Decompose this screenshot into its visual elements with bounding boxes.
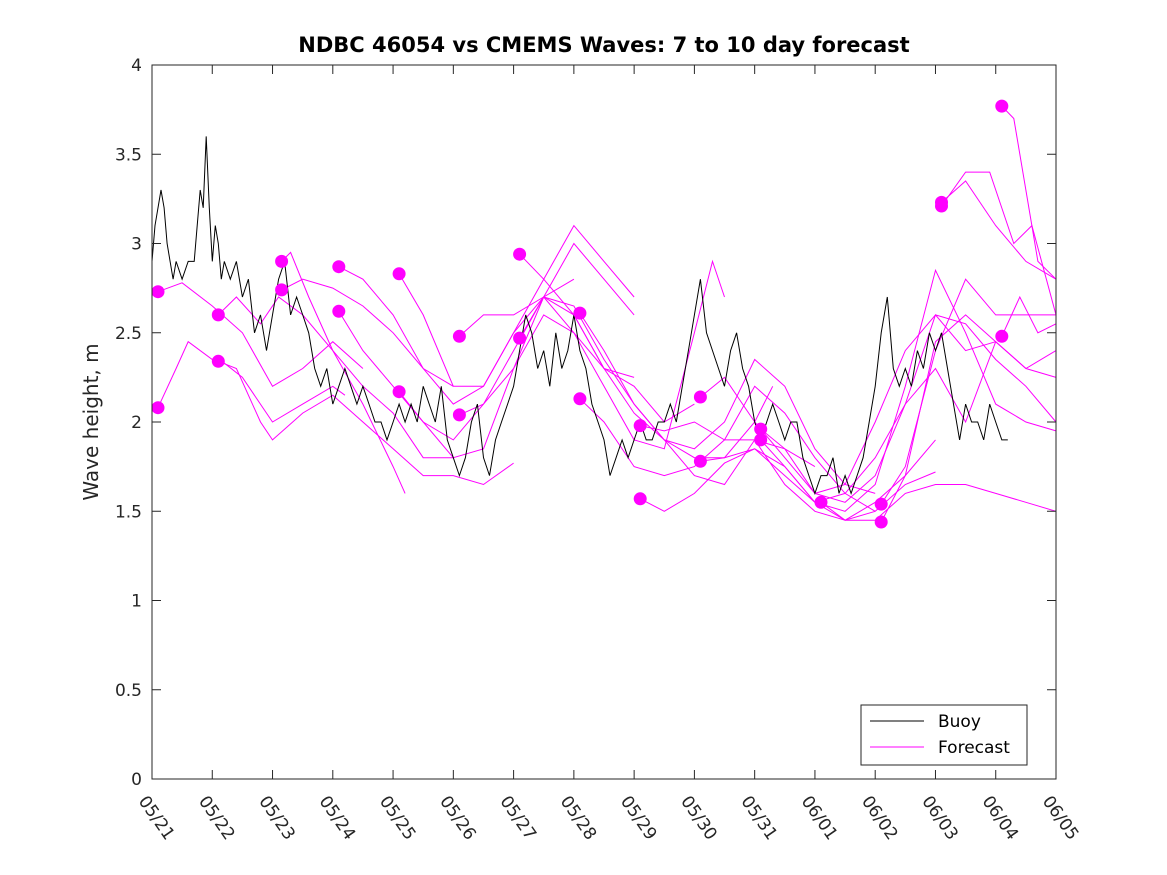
forecast-marker-17 (633, 419, 647, 433)
legend-box (860, 704, 1028, 766)
forecast-marker-28 (995, 99, 1009, 113)
forecast-marker-20 (693, 454, 707, 468)
y-tick-label: 0.5 (115, 681, 142, 701)
forecast-marker-4 (211, 354, 225, 368)
forecast-marker-1 (151, 285, 165, 299)
forecast-line-17 (640, 421, 936, 521)
forecast-marker-24 (874, 497, 888, 511)
forecast-marker-18 (633, 492, 647, 506)
y-tick-label: 3 (131, 235, 142, 255)
forecast-marker-9 (392, 267, 406, 281)
legend-label-forecast: Forecast (938, 738, 1010, 758)
forecast-marker-22 (754, 433, 768, 447)
forecast-line-23 (820, 484, 1057, 521)
y-tick-label: 2.5 (115, 324, 142, 344)
forecast-series-group (157, 105, 1057, 523)
forecast-line-27 (941, 171, 1057, 316)
legend: Buoy Forecast (860, 704, 1028, 766)
forecast-marker-21 (754, 422, 768, 436)
forecast-marker-11 (452, 329, 466, 343)
forecast-line-4 (218, 360, 514, 486)
y-axis-label: Wave height, m (79, 343, 103, 500)
forecast-marker-25 (874, 515, 888, 529)
forecast-line-22 (760, 268, 1057, 512)
forecast-line-3 (217, 296, 454, 459)
forecast-marker-10 (392, 385, 406, 399)
forecast-line-24 (880, 278, 1056, 505)
forecast-line-28 (1001, 105, 1057, 280)
forecast-marker-19 (693, 390, 707, 404)
forecast-marker-23 (814, 495, 828, 509)
forecast-marker-29 (995, 329, 1009, 343)
forecast-line-21 (760, 314, 1057, 503)
y-tick-label: 3.5 (115, 145, 142, 165)
y-tick-label: 1 (131, 592, 142, 612)
buoy-series-group (151, 136, 1008, 495)
y-tick-label: 1.5 (115, 502, 142, 522)
forecast-marker-27 (935, 199, 948, 213)
forecast-line-7 (338, 266, 575, 405)
y-tick-label: 4 (131, 56, 142, 76)
buoy-line (151, 136, 1008, 495)
y-tick-label: 2 (131, 413, 142, 433)
legend-label-buoy: Buoy (938, 712, 981, 732)
forecast-line-9 (398, 224, 635, 387)
forecast-line-26 (941, 180, 1057, 280)
forecast-marker-12 (452, 408, 466, 422)
forecast-line-5 (281, 251, 406, 494)
forecast-marker-13 (513, 247, 527, 261)
forecast-line-25 (880, 314, 1057, 523)
forecast-line-29 (1001, 295, 1057, 337)
forecast-marker-15 (573, 306, 587, 320)
forecast-line-1 (157, 282, 364, 387)
forecast-marker-14 (513, 331, 527, 345)
forecast-marker-5 (275, 254, 289, 268)
forecast-line-2 (157, 340, 346, 423)
forecast-marker-6 (275, 283, 289, 297)
forecast-marker-8 (332, 304, 346, 318)
forecast-marker-7 (332, 260, 346, 274)
forecast-marker-16 (573, 392, 587, 406)
forecast-marker-2 (151, 401, 165, 415)
forecast-markers-group (151, 99, 1009, 529)
y-tick-label: 0 (131, 770, 142, 790)
forecast-line-10 (398, 242, 635, 441)
forecast-line-15 (579, 312, 876, 494)
forecast-line-12 (459, 259, 725, 450)
chart-title: NDBC 46054 vs CMEMS Waves: 7 to 10 day f… (298, 33, 909, 57)
forecast-marker-3 (211, 308, 225, 322)
